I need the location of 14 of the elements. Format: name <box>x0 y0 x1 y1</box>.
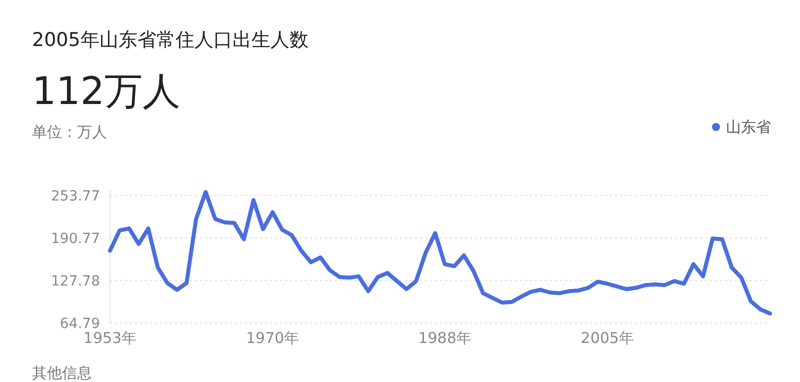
y-tick-label: 190.77 <box>51 231 100 248</box>
chart-title: 2005年山东省常住人口出生人数 <box>32 29 308 51</box>
chart-subtitle: 112万人 <box>32 69 181 113</box>
legend-label: 山东省 <box>726 118 771 136</box>
y-tick-label: 64.79 <box>60 316 100 332</box>
x-tick-label: 1988年 <box>418 329 472 347</box>
y-tick-label: 253.77 <box>51 188 100 205</box>
x-tick-label: 2005年 <box>580 329 634 347</box>
line-series <box>108 190 772 316</box>
y-axis-title: 单位：万人 <box>32 123 107 141</box>
y-tick-label: 127.78 <box>51 274 100 290</box>
x-tick-label: 1970年 <box>246 329 300 347</box>
text: 其他信息 <box>32 364 92 382</box>
x-tick-label: 1953年 <box>83 329 137 347</box>
